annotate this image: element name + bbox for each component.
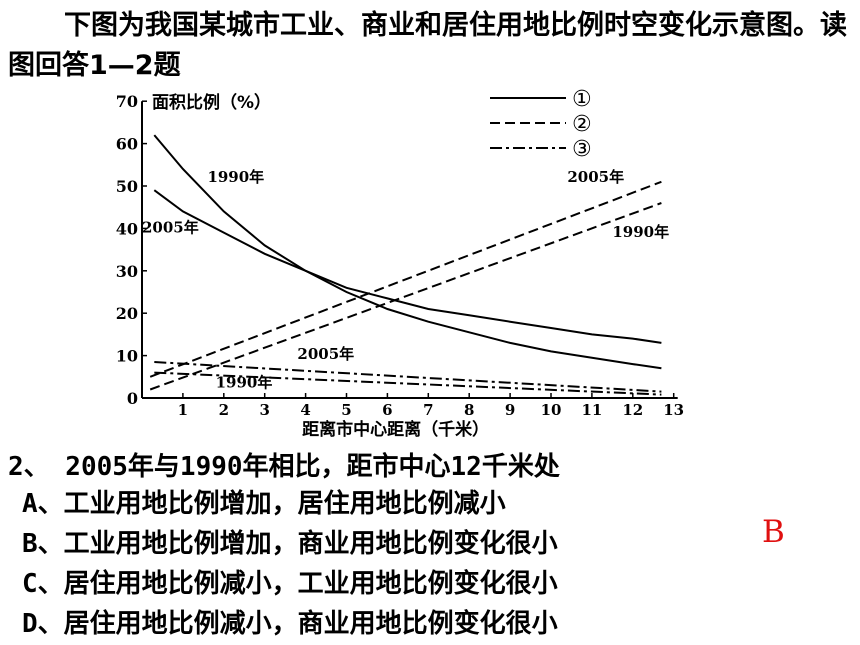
y-tick-label: 70 xyxy=(116,92,138,111)
x-tick-label: 7 xyxy=(423,401,433,419)
question-stem: 2、 2005年与1990年相比，距市中心12千米处 xyxy=(8,452,560,482)
y-tick-label: 20 xyxy=(116,304,138,323)
x-tick-label: 1 xyxy=(178,401,188,419)
y-tick-label: 30 xyxy=(116,262,138,281)
x-tick-label: 11 xyxy=(581,401,602,419)
series-year-label: 1990年 xyxy=(207,168,264,186)
answer-mark: B xyxy=(762,514,785,550)
x-tick-label: 9 xyxy=(505,401,515,419)
x-tick-label: 10 xyxy=(541,401,562,419)
option-d[interactable]: D、居住用地比例减小，商业用地比例变化很小 xyxy=(22,609,558,639)
y-tick-label: 60 xyxy=(116,135,138,154)
x-axis-title: 距离市中心距离（千米） xyxy=(302,419,489,440)
x-tick-label: 3 xyxy=(259,401,269,419)
series-year-label: 2005年 xyxy=(297,345,354,363)
option-c[interactable]: C、居住用地比例减小，工业用地比例变化很小 xyxy=(22,569,558,599)
series-year-label: 1990年 xyxy=(216,373,273,391)
legend-label: ② xyxy=(572,112,592,137)
series-year-label: 1990年 xyxy=(612,223,669,241)
x-tick-label: 12 xyxy=(622,401,643,419)
series-line xyxy=(154,361,662,393)
y-tick-label: 0 xyxy=(127,389,138,408)
answer-options: A、工业用地比例增加，居住用地比例减小 B、工业用地比例增加，商业用地比例变化很… xyxy=(22,484,558,644)
legend-label: ③ xyxy=(572,137,592,162)
option-a[interactable]: A、工业用地比例增加，居住用地比例减小 xyxy=(22,489,506,519)
x-tick-label: 8 xyxy=(464,401,474,419)
y-tick-label: 50 xyxy=(116,177,138,196)
series-line xyxy=(153,134,662,370)
y-tick-label: 40 xyxy=(116,219,138,238)
x-tick-label: 6 xyxy=(382,401,392,419)
series-line xyxy=(153,189,662,344)
option-b[interactable]: B、工业用地比例增加，商业用地比例变化很小 xyxy=(22,529,558,559)
series-year-label: 2005年 xyxy=(142,219,199,237)
series-line xyxy=(149,180,662,378)
x-tick-label: 5 xyxy=(341,401,351,419)
series-line xyxy=(149,202,662,391)
series-year-label: 2005年 xyxy=(567,168,624,186)
x-tick-label: 2 xyxy=(219,401,229,419)
y-axis-title: 面积比例（%） xyxy=(152,92,271,113)
series-line xyxy=(154,371,662,396)
y-tick-label: 10 xyxy=(116,347,138,366)
intro-text: 下图为我国某城市工业、商业和居住用地比例时空变化示意图。读图回答1—2题 xyxy=(8,10,847,81)
legend-label: ① xyxy=(572,87,592,112)
x-tick-label: 4 xyxy=(300,401,310,419)
intro-paragraph: 下图为我国某城市工业、商业和居住用地比例时空变化示意图。读图回答1—2题 xyxy=(8,6,854,86)
x-tick-label: 13 xyxy=(663,401,684,419)
